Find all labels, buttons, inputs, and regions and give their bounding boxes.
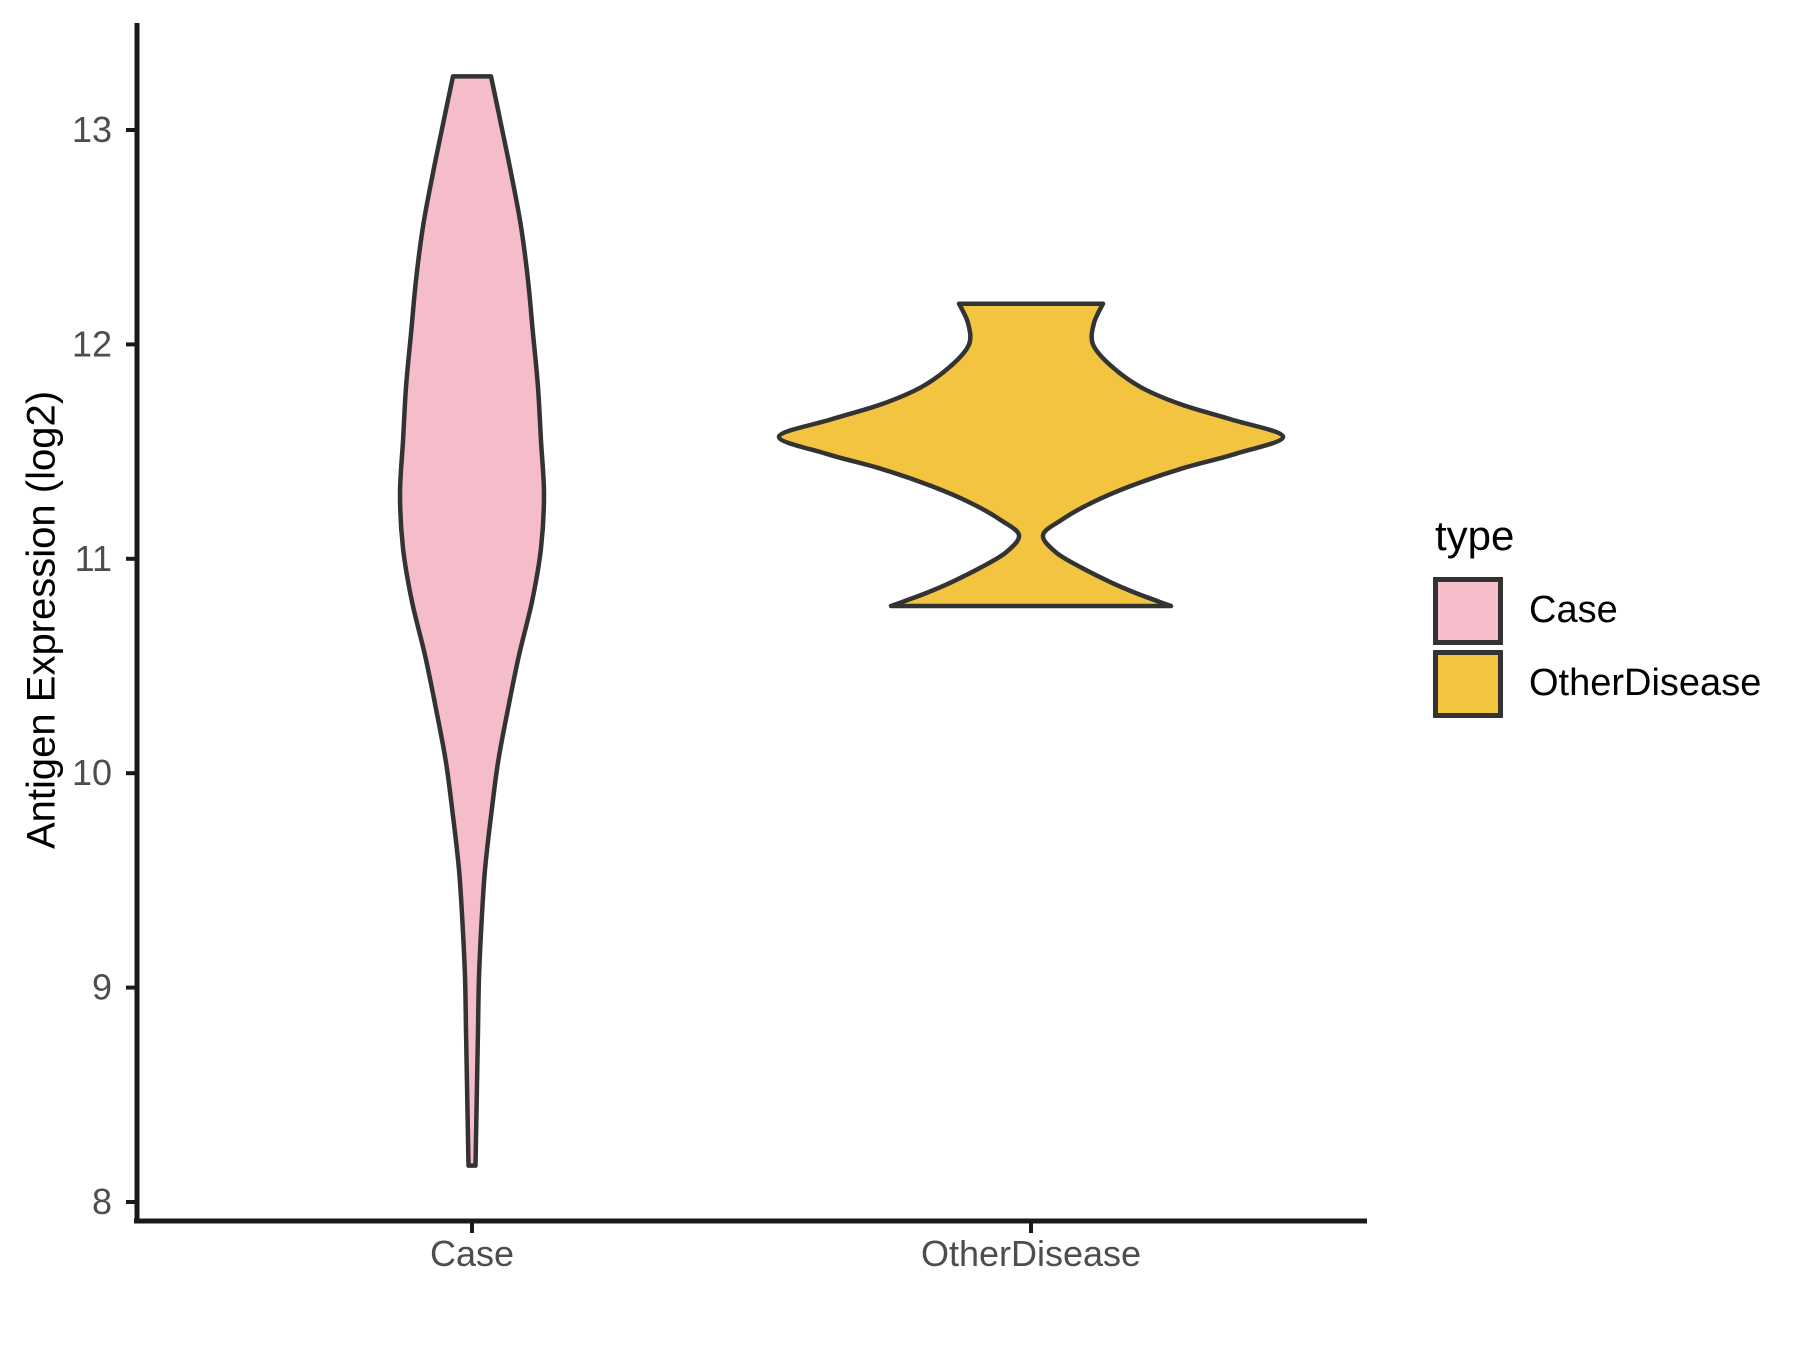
legend-row-OtherDisease: OtherDisease — [1433, 647, 1761, 720]
axes: 8 9 10 11 12 13 Case OtherDisease — [72, 23, 1367, 1274]
legend-row-Case: Case — [1433, 574, 1761, 647]
x-category-label: OtherDisease — [921, 1233, 1141, 1274]
legend-label: Case — [1529, 589, 1618, 631]
violin-Case — [397, 74, 547, 1168]
legend: type Case OtherDisease — [1433, 512, 1761, 720]
legend-items: Case OtherDisease — [1433, 574, 1761, 720]
y-tick-label: 12 — [72, 323, 112, 364]
y-tick-label: 8 — [92, 1181, 112, 1222]
y-tick-label: 10 — [72, 752, 112, 793]
violins — [397, 74, 1286, 1168]
legend-swatch-Case — [1433, 576, 1503, 645]
y-tick-label: 13 — [72, 109, 112, 150]
x-category-label: Case — [430, 1233, 514, 1274]
violin-OtherDisease — [776, 301, 1286, 609]
legend-title: type — [1435, 512, 1515, 559]
y-axis-title: Antigen Expression (log2) — [19, 390, 64, 850]
legend-swatch-OtherDisease — [1433, 649, 1503, 718]
legend-label: OtherDisease — [1529, 662, 1762, 704]
y-tick-label: 9 — [92, 967, 112, 1008]
y-tick-label: 11 — [75, 538, 112, 579]
